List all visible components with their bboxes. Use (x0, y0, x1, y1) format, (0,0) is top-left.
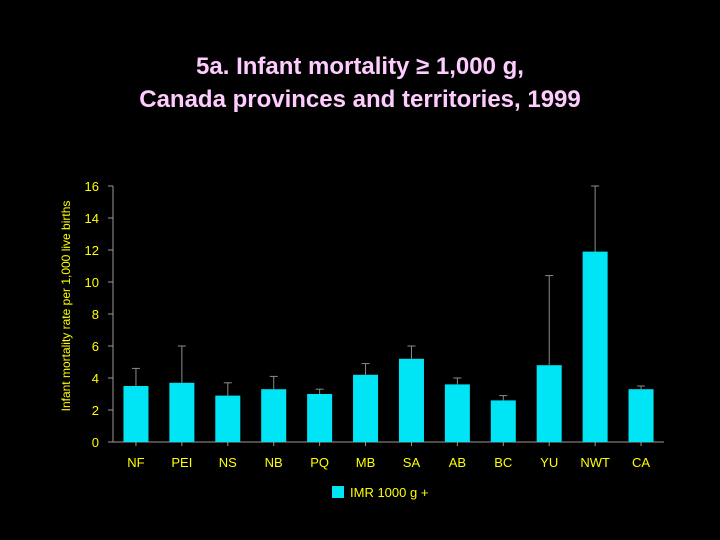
bar (398, 358, 424, 442)
bar (261, 389, 287, 442)
bar (628, 389, 654, 442)
bar (353, 374, 379, 442)
y-tick-label: 2 (92, 403, 99, 418)
bars (123, 251, 654, 442)
y-tick-label: 8 (92, 307, 99, 322)
legend-swatch (332, 486, 344, 498)
x-tick-labels: NF PEI NS NB PQ MB SA AB BC YU NWT CA (127, 455, 650, 470)
x-tick-label: NWT (580, 455, 610, 470)
y-tick-label: 6 (92, 339, 99, 354)
x-tick-label: SA (403, 455, 421, 470)
x-tick-label: BC (494, 455, 512, 470)
x-tick-label: CA (632, 455, 650, 470)
x-tick-label: NS (219, 455, 237, 470)
bar (123, 386, 149, 442)
bar (490, 400, 516, 442)
error-bars (131, 185, 646, 401)
bar (169, 382, 195, 442)
y-tick-label: 12 (85, 243, 99, 258)
y-tick-label: 14 (85, 211, 99, 226)
x-tick-label: YU (540, 455, 558, 470)
x-tick-label: NB (265, 455, 283, 470)
bar (215, 395, 241, 442)
bar (444, 384, 470, 442)
y-tick-labels: 0 2 4 6 8 10 12 14 16 (85, 179, 99, 450)
y-tick-label: 16 (85, 179, 99, 194)
chart-title-line-2: Canada provinces and territories, 1999 (139, 86, 581, 113)
chart-title-line-1: 5a. Infant mortality ≥ 1,000 g, (196, 53, 524, 80)
legend: IMR 1000 g + (332, 485, 428, 500)
bar (307, 394, 333, 442)
chart-title: 5a. Infant mortality ≥ 1,000 g, Canada p… (0, 50, 720, 116)
bar (536, 365, 562, 442)
x-tick-label: NF (127, 455, 144, 470)
y-tick-label: 0 (92, 435, 99, 450)
y-axis-label: Infant mortality rate per 1,000 live bir… (59, 201, 73, 412)
x-tick-label: PEI (171, 455, 192, 470)
axes (108, 185, 664, 446)
legend-label: IMR 1000 g + (350, 485, 428, 500)
y-tick-label: 4 (92, 371, 99, 386)
x-tick-label: MB (356, 455, 376, 470)
x-tick-label: PQ (310, 455, 329, 470)
y-tick-label: 10 (85, 275, 99, 290)
x-tick-label: AB (449, 455, 466, 470)
bar (582, 251, 608, 442)
y-axis-label-group: Infant mortality rate per 1,000 live bir… (59, 201, 73, 412)
